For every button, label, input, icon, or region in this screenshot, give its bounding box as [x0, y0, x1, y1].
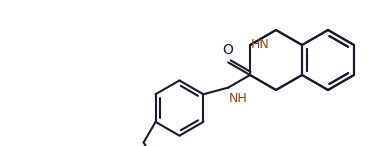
Text: O: O: [222, 43, 233, 57]
Text: NH: NH: [229, 92, 248, 105]
Text: HN: HN: [251, 38, 270, 51]
